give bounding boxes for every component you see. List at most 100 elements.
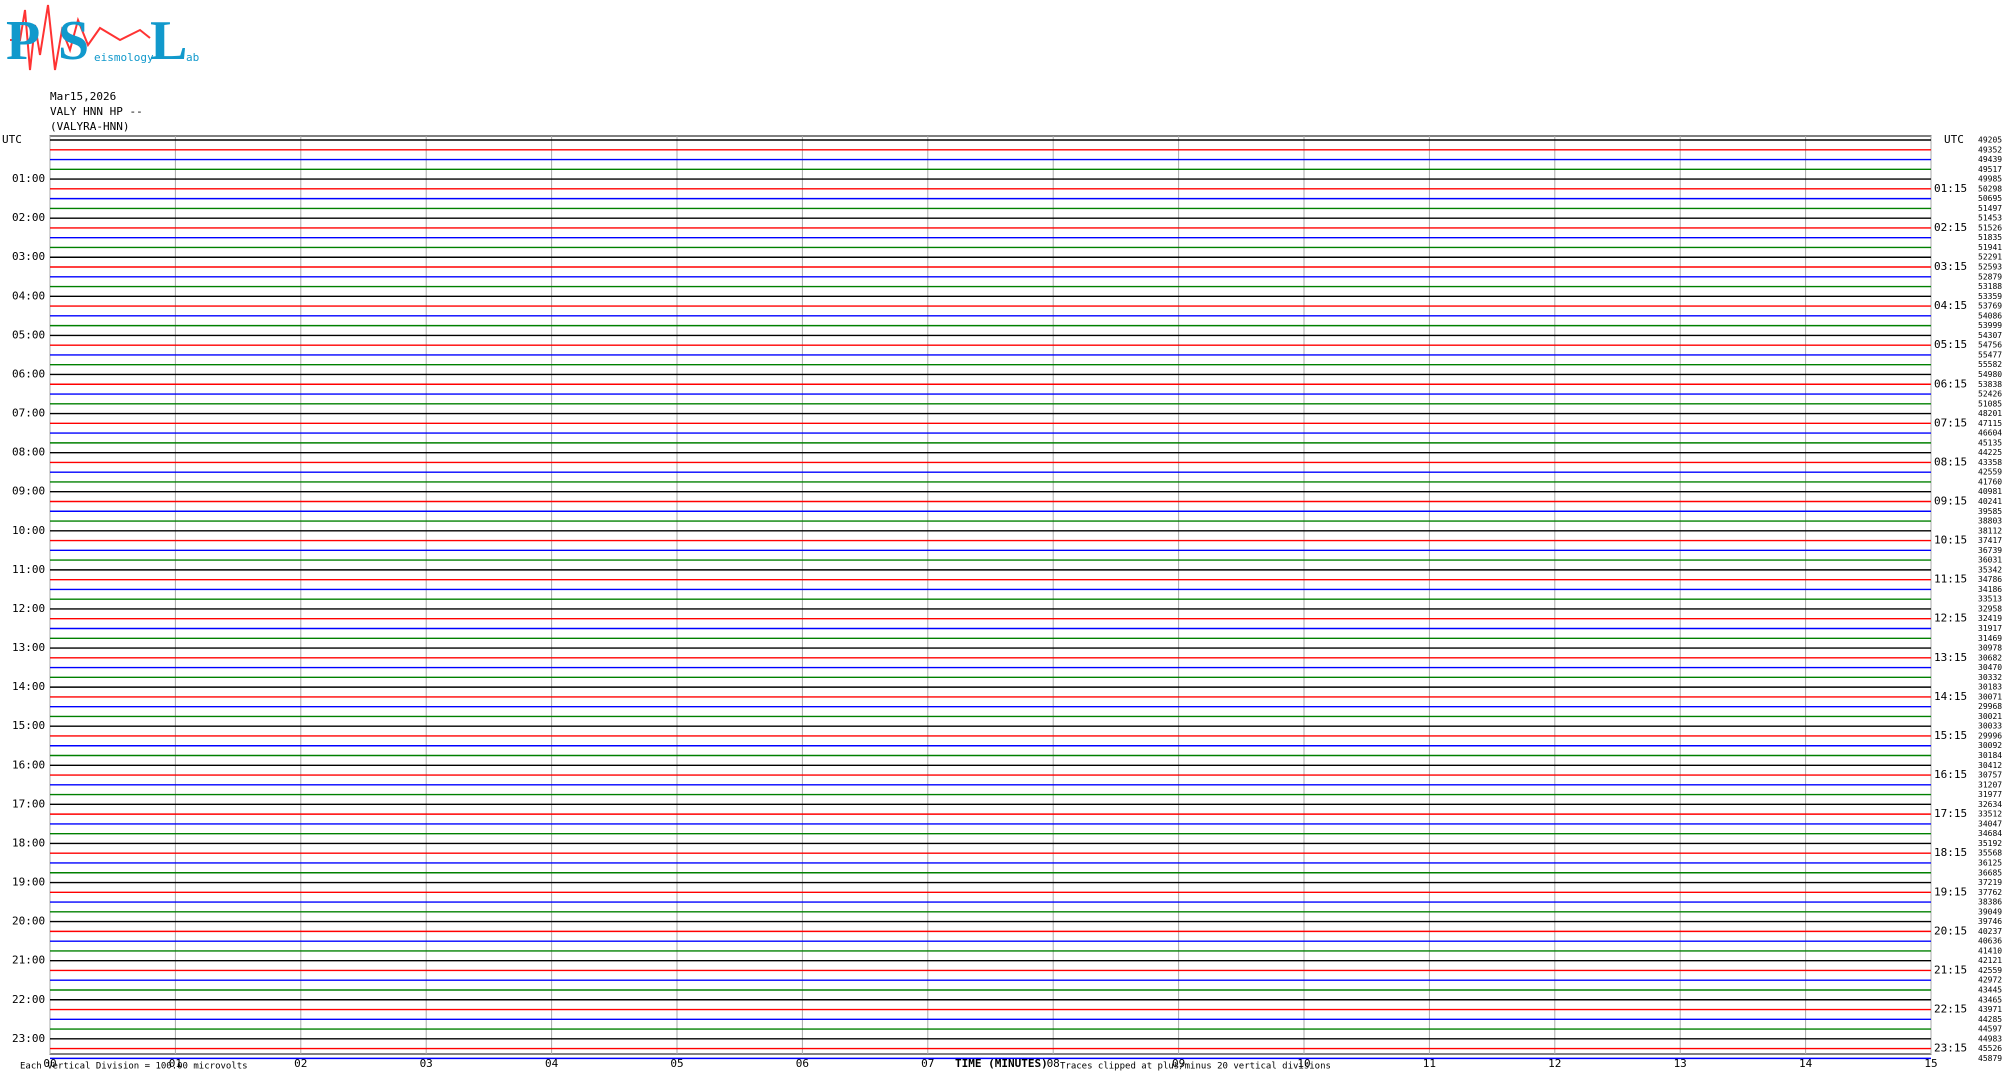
trace-count: 38386 (1978, 898, 2002, 907)
trace-count: 51453 (1978, 214, 2002, 223)
trace-count: 40636 (1978, 937, 2002, 946)
x-tick-label: 06 (796, 1057, 809, 1070)
logo-letter: L (150, 10, 187, 72)
trace-count: 44983 (1978, 1034, 2002, 1043)
trace-count: 34786 (1978, 575, 2002, 584)
trace-count: 53999 (1978, 321, 2002, 330)
x-tick-label: 13 (1674, 1057, 1687, 1070)
y-label-left: 03:00 (12, 250, 45, 263)
y-label-left: 13:00 (12, 641, 45, 654)
clip-note: Traces clipped at plus/minus 20 vertical… (1060, 1062, 1331, 1072)
y-label-right: 01:15 (1934, 182, 1967, 195)
trace-count: 36125 (1978, 858, 2002, 867)
x-tick-label: 07 (921, 1057, 934, 1070)
trace-count: 53188 (1978, 282, 2002, 291)
trace-count: 45135 (1978, 438, 2002, 447)
trace-count: 53359 (1978, 292, 2002, 301)
y-label-right: 18:15 (1934, 846, 1967, 859)
x-tick-label: 12 (1548, 1057, 1561, 1070)
trace-count: 30412 (1978, 761, 2002, 770)
x-tick-label: 03 (420, 1057, 433, 1070)
trace-count: 54086 (1978, 311, 2002, 320)
trace-count: 44285 (1978, 1015, 2002, 1024)
x-axis-title: TIME (MINUTES) (955, 1057, 1048, 1070)
y-label-right: 21:15 (1934, 963, 1967, 976)
y-label-right: 12:15 (1934, 612, 1967, 625)
trace-count: 36739 (1978, 546, 2002, 555)
logo-letter: P (6, 10, 40, 72)
y-label-right: 17:15 (1934, 807, 1967, 820)
x-tick-label: 01 (169, 1057, 182, 1070)
x-tick-label: 10 (1297, 1057, 1310, 1070)
trace-count: 43465 (1978, 995, 2002, 1004)
trace-count: 39049 (1978, 907, 2002, 916)
time-label: UTC (1944, 133, 1964, 146)
trace-count: 31917 (1978, 624, 2002, 633)
y-label-right: 08:15 (1934, 455, 1967, 468)
trace-count: 47115 (1978, 419, 2002, 428)
trace-count: 48201 (1978, 409, 2002, 418)
trace-count: 35342 (1978, 565, 2002, 574)
y-label-right: 13:15 (1934, 651, 1967, 664)
y-label-left: 08:00 (12, 446, 45, 459)
y-label-left: 09:00 (12, 485, 45, 498)
x-tick-label: 14 (1799, 1057, 1813, 1070)
y-label-right: 09:15 (1934, 494, 1967, 507)
trace-count: 40981 (1978, 487, 2002, 496)
x-tick-label: 00 (43, 1057, 56, 1070)
y-label-right: 03:15 (1934, 260, 1967, 273)
trace-count: 52879 (1978, 272, 2002, 281)
x-tick-label: 04 (545, 1057, 559, 1070)
x-tick-label: 11 (1423, 1057, 1436, 1070)
trace-count: 30183 (1978, 683, 2002, 692)
trace-count: 55477 (1978, 350, 2002, 359)
time-label: UTC (2, 133, 22, 146)
trace-count: 49205 (1978, 136, 2002, 145)
trace-count: 54756 (1978, 341, 2002, 350)
logo-letter: S (58, 10, 89, 72)
trace-count: 51497 (1978, 204, 2002, 213)
y-label-left: 15:00 (12, 719, 45, 732)
trace-count: 50695 (1978, 194, 2002, 203)
y-label-left: 06:00 (12, 367, 45, 380)
trace-count: 44597 (1978, 1025, 2002, 1034)
trace-count: 43445 (1978, 985, 2002, 994)
x-tick-label: 05 (670, 1057, 683, 1070)
y-label-left: 02:00 (12, 211, 45, 224)
trace-count: 42559 (1978, 468, 2002, 477)
trace-count: 49517 (1978, 165, 2002, 174)
trace-count: 35568 (1978, 849, 2002, 858)
y-label-right: 10:15 (1934, 534, 1967, 547)
trace-count: 30092 (1978, 741, 2002, 750)
y-label-right: 02:15 (1934, 221, 1967, 234)
y-label-left: 18:00 (12, 836, 45, 849)
y-label-left: 19:00 (12, 876, 45, 889)
trace-count: 44225 (1978, 448, 2002, 457)
trace-count: 30033 (1978, 722, 2002, 731)
trace-count: 45526 (1978, 1044, 2002, 1053)
trace-count: 55582 (1978, 360, 2002, 369)
trace-count: 30184 (1978, 751, 2002, 760)
trace-count: 29996 (1978, 731, 2002, 740)
station: VALY HNN HP -- (50, 105, 143, 118)
trace-count: 43358 (1978, 458, 2002, 467)
trace-count: 45879 (1978, 1054, 2002, 1063)
y-label-left: 04:00 (12, 289, 45, 302)
trace-count: 42121 (1978, 956, 2002, 965)
trace-count: 51085 (1978, 399, 2002, 408)
trace-count: 32958 (1978, 604, 2002, 613)
trace-count: 36685 (1978, 868, 2002, 877)
y-label-left: 14:00 (12, 680, 45, 693)
trace-count: 52291 (1978, 253, 2002, 262)
x-tick-label: 02 (294, 1057, 307, 1070)
trace-count: 39585 (1978, 507, 2002, 516)
trace-count: 33512 (1978, 810, 2002, 819)
trace-count: 49352 (1978, 145, 2002, 154)
trace-count: 51835 (1978, 233, 2002, 242)
trace-count: 41410 (1978, 946, 2002, 955)
trace-count: 49985 (1978, 175, 2002, 184)
y-label-right: 15:15 (1934, 729, 1967, 742)
y-label-right: 11:15 (1934, 573, 1967, 586)
trace-count: 34047 (1978, 819, 2002, 828)
trace-count: 46604 (1978, 429, 2002, 438)
